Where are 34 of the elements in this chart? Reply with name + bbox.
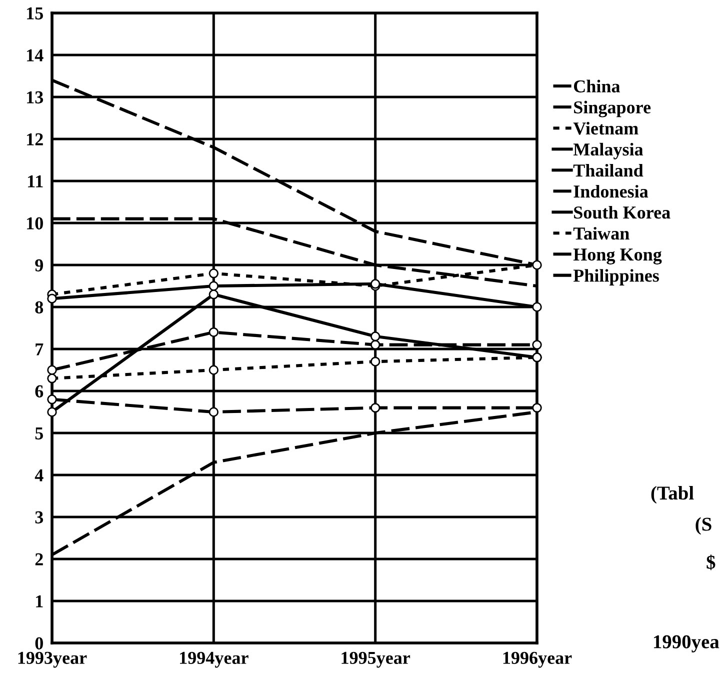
y-tick-label: 9 [35,259,44,272]
text: (Tabl [651,486,694,504]
y-tick-label: 7 [36,343,44,356]
legend-label: Malaysia [573,142,644,160]
x-tick-label: 1996year [503,652,572,668]
y-tick-label: 12 [27,133,43,146]
y-tick-label: 1 [36,595,43,608]
legend-label: Hong Kong [573,248,662,264]
legend-label: Singapore [574,100,651,118]
y-tick-label: 6 [35,385,44,398]
x-tick-label: 1993year [18,652,87,668]
x-tick-label: 1995year [342,652,410,668]
y-tick-label: 2 [35,553,43,566]
y-tick-label: 0 [35,637,43,650]
y-tick-label: 3 [35,511,44,524]
legend-label: South Korea [574,206,670,219]
text: 1990yea [654,635,720,652]
legend-label: Taiwan [573,226,630,240]
y-tick-label: 11 [28,175,43,188]
y-tick-label: 15 [27,7,44,20]
x-tick-label: 1994year [180,652,248,668]
legend-label: Vietnam [573,122,638,135]
y-tick-label: 10 [27,217,43,230]
text: $ [706,554,716,570]
legend-label: Philippines [573,269,659,286]
y-tick-label: 5 [35,427,44,440]
legend-label: Indonesia [574,184,648,198]
legend-label: China [574,80,620,92]
y-tick-label: 8 [35,301,44,314]
y-tick-label: 13 [27,91,44,104]
text: (S [696,517,712,535]
y-tick-label: 14 [27,49,44,62]
legend-label: Thailand [573,164,644,177]
y-tick-label: 4 [34,469,44,482]
